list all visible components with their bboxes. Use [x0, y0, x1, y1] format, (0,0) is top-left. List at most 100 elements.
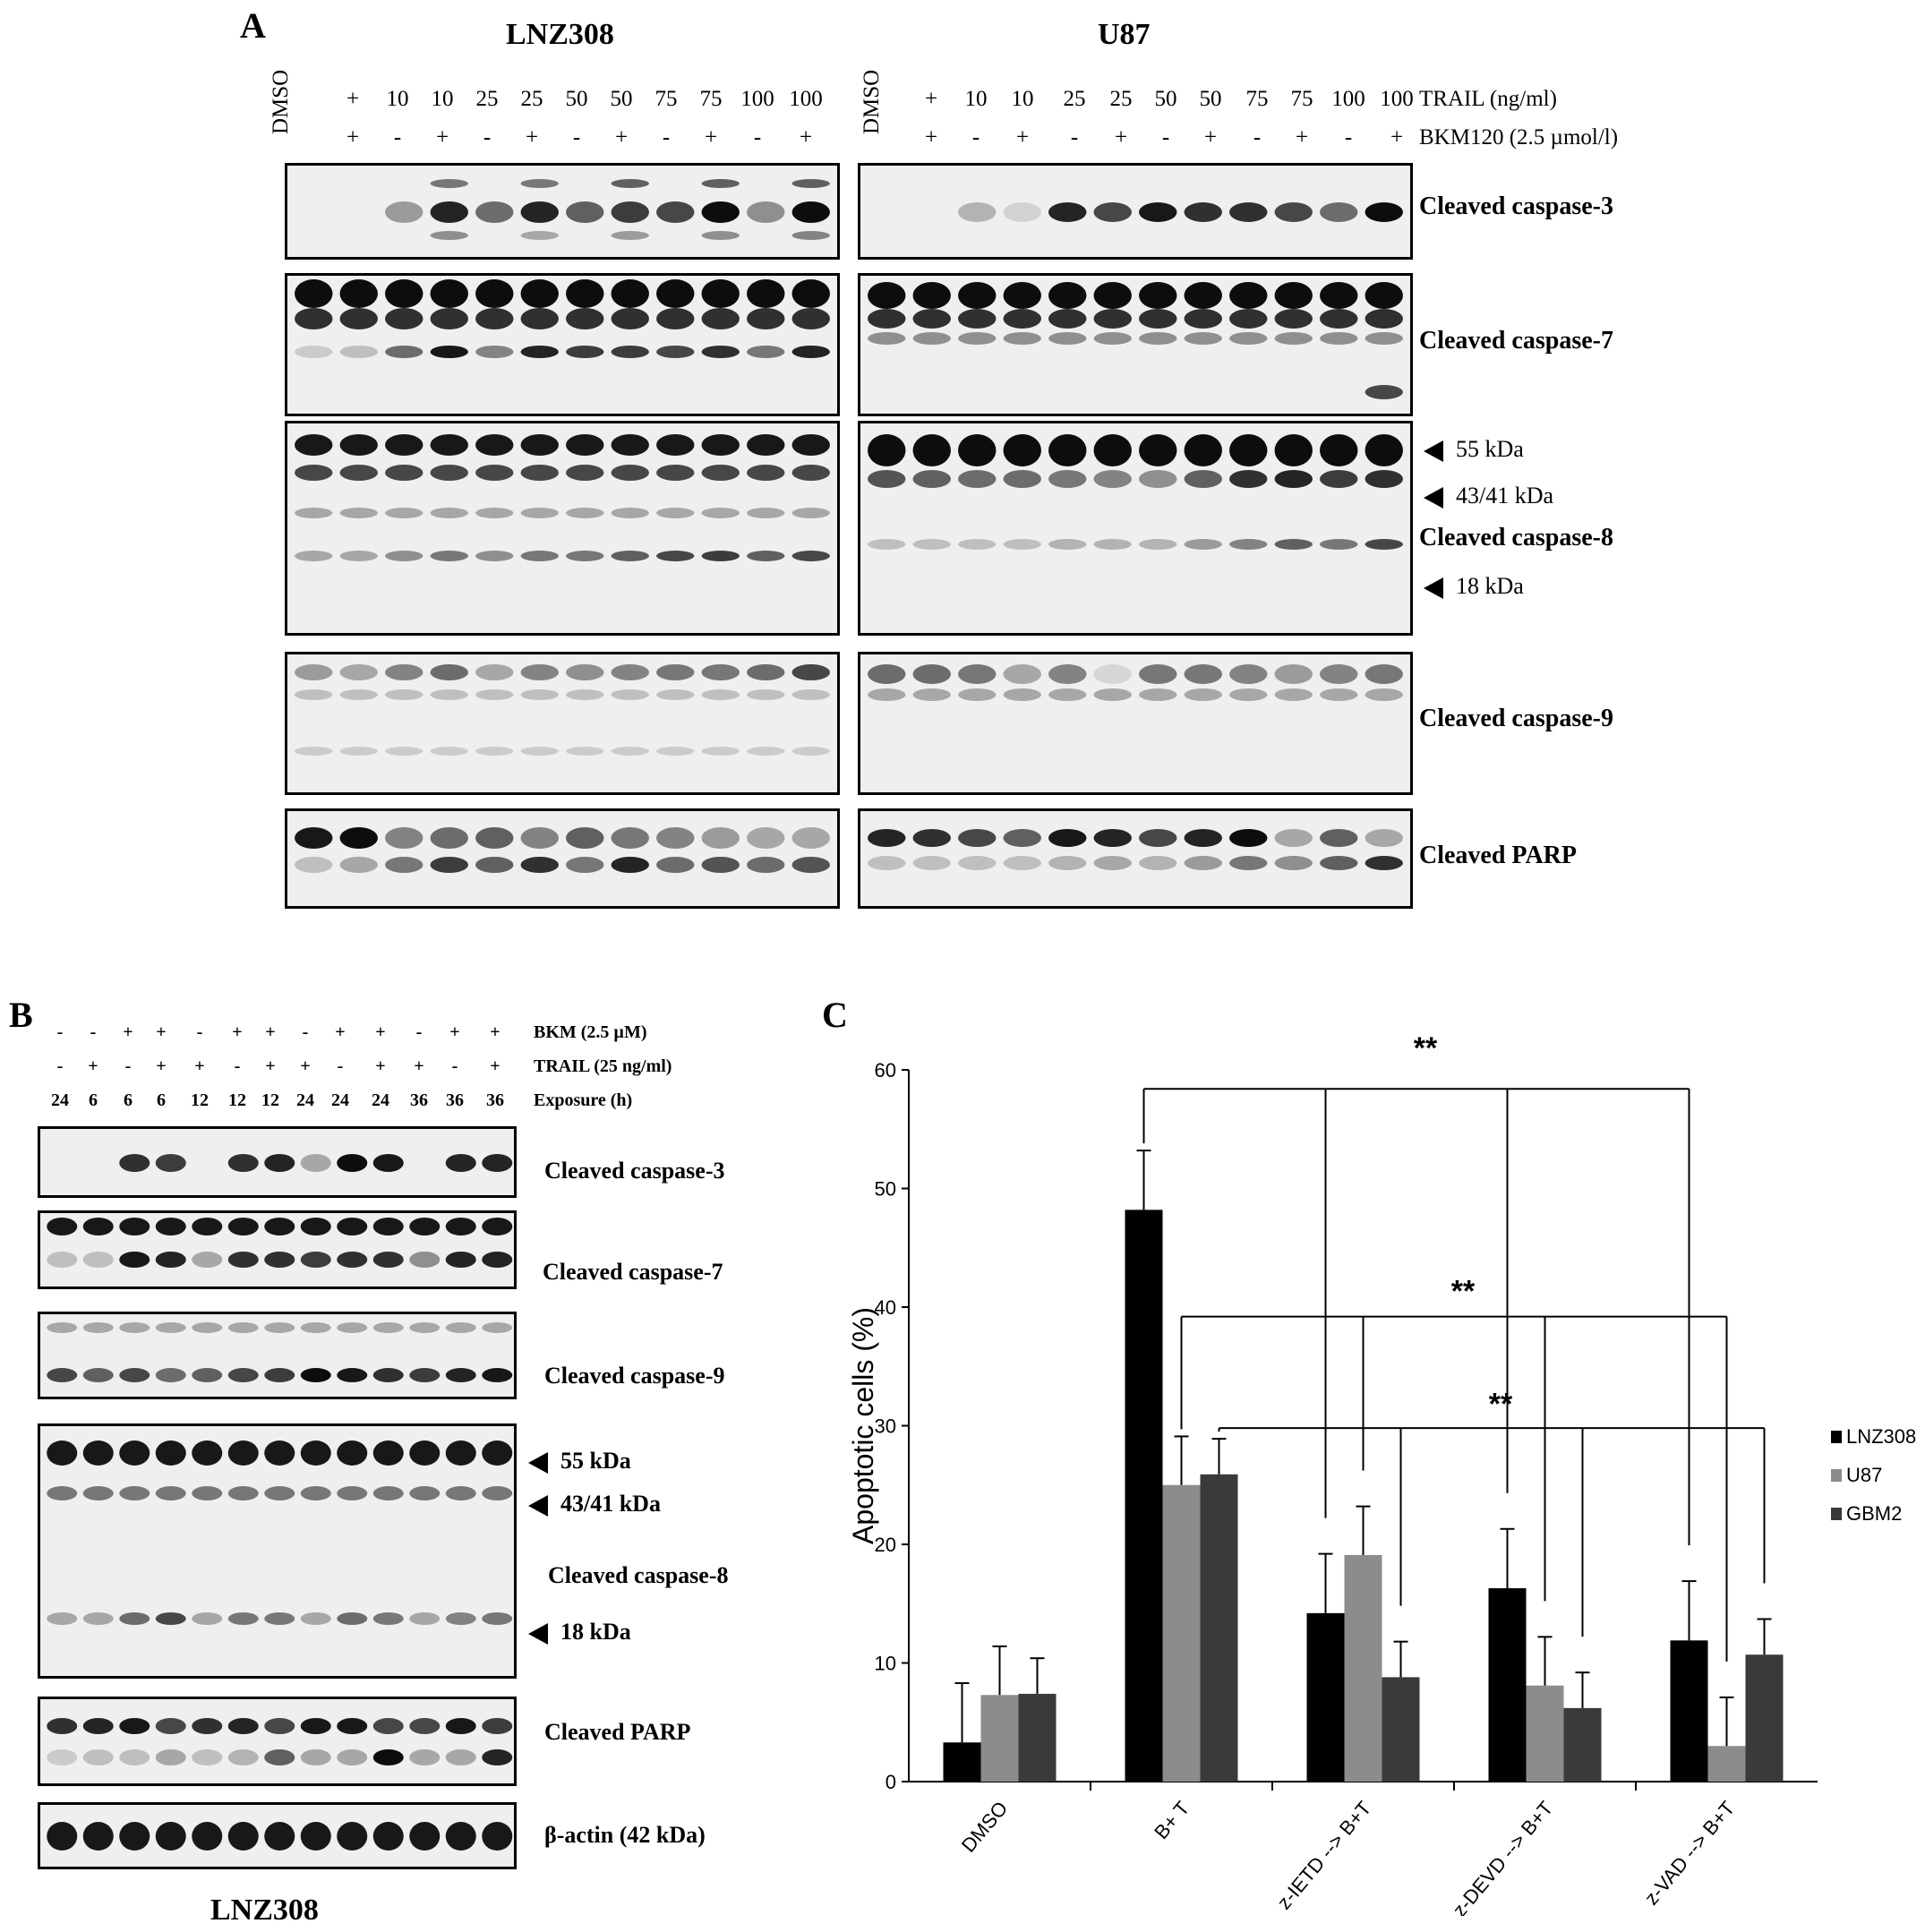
blot-band — [337, 1486, 368, 1500]
panel-a-left-parp-blot — [285, 808, 840, 909]
blot-background — [287, 654, 837, 792]
blot-band — [1229, 434, 1268, 466]
panel-a-left-bkm-7: - — [662, 125, 671, 150]
blot-band — [300, 1252, 331, 1268]
blot-band — [119, 1154, 150, 1172]
blot-band — [300, 1322, 331, 1333]
panel-b-exposure-10: 36 — [410, 1090, 428, 1110]
blot-band — [475, 551, 514, 561]
blot-band — [300, 1612, 331, 1625]
blot-band — [1048, 282, 1087, 309]
blot-band — [119, 1218, 150, 1235]
bar-LNZ308-1 — [1125, 1210, 1163, 1782]
panel-b-trail-10: + — [414, 1056, 424, 1076]
y-tick-label: 10 — [875, 1653, 896, 1675]
blot-band — [958, 664, 997, 684]
blot-band — [385, 551, 424, 561]
blot-band — [409, 1822, 441, 1851]
bar-U87-4 — [1707, 1746, 1746, 1782]
blot-band — [264, 1322, 295, 1333]
blot-band — [300, 1822, 331, 1851]
bar-U87-3 — [1526, 1685, 1564, 1782]
blot-band — [791, 201, 830, 223]
blot-band — [372, 1718, 404, 1734]
blot-band — [119, 1252, 150, 1268]
blot-band — [1365, 282, 1403, 309]
blot-band — [791, 747, 830, 756]
blot-band — [912, 664, 951, 684]
blot-band — [747, 551, 785, 561]
blot-band — [656, 664, 695, 680]
blot-band — [912, 856, 951, 870]
blot-band — [430, 827, 468, 849]
panel-a-left-title: LNZ308 — [506, 18, 614, 51]
blot-band — [1365, 385, 1403, 399]
blot-band — [82, 1252, 114, 1268]
legend-swatch-U87 — [1831, 1469, 1842, 1482]
blot-band — [566, 308, 604, 329]
x-tick-label: z-VAD --> B+T — [1640, 1797, 1740, 1909]
panel-a-right-caspase3-blot — [858, 163, 1413, 260]
panel-b-bkm-6: + — [265, 1022, 276, 1042]
blot-band — [155, 1822, 186, 1851]
blot-band — [82, 1322, 114, 1333]
blot-band — [566, 279, 604, 308]
panel-b-caspase8-blot — [38, 1423, 517, 1679]
blot-band — [1229, 664, 1268, 684]
blot-band — [295, 434, 333, 456]
blot-band — [791, 857, 830, 873]
blot-band — [385, 434, 424, 456]
panel-a-right-bkm-6: + — [1203, 125, 1218, 150]
blot-band — [155, 1749, 186, 1765]
y-tick-label: 60 — [875, 1059, 896, 1081]
blot-band — [372, 1218, 404, 1235]
blot-background — [287, 276, 837, 414]
blot-band — [1365, 309, 1403, 329]
blot-band — [520, 465, 559, 481]
blot-band — [339, 279, 378, 308]
blot-band — [611, 551, 649, 561]
blot-band — [868, 332, 906, 345]
blot-band — [475, 508, 514, 518]
blot-band — [566, 201, 604, 223]
y-axis-label: Apoptotic cells (%) — [847, 1307, 879, 1544]
blot-band — [385, 664, 424, 680]
panel-a-right-trail-3: 25 — [1063, 87, 1086, 111]
panel-b-exposure-3: 6 — [157, 1090, 166, 1110]
blot-band — [192, 1368, 223, 1382]
blot-band — [520, 201, 559, 223]
blot-band — [1048, 332, 1087, 345]
blot-band — [482, 1440, 513, 1466]
blot-band — [1229, 539, 1268, 550]
blot-band — [791, 279, 830, 308]
panel-b-trail-8: - — [337, 1056, 344, 1076]
blot-band — [912, 332, 951, 345]
blot-band — [482, 1252, 513, 1268]
panel-b-caspase7-blot — [38, 1210, 517, 1289]
blot-band — [339, 346, 378, 358]
panel-a-row-label-parp: Cleaved PARP — [1419, 842, 1577, 869]
blot-band — [520, 231, 559, 240]
blot-band — [1229, 282, 1268, 309]
blot-band — [1184, 434, 1222, 466]
blot-band — [1274, 332, 1313, 345]
arrow-left-icon — [1424, 577, 1443, 600]
blot-band — [1320, 664, 1358, 684]
bar-U87-0 — [980, 1695, 1019, 1782]
blot-band — [227, 1322, 259, 1333]
y-tick-label: 0 — [886, 1771, 896, 1793]
blot-band — [409, 1252, 441, 1268]
panel-a-right-parp-blot — [858, 808, 1413, 909]
panel-a-right-caspase7-blot — [858, 273, 1413, 416]
blot-band — [445, 1440, 476, 1466]
legend-label-GBM2: GBM2 — [1846, 1502, 1902, 1525]
blot-band — [1320, 688, 1358, 701]
blot-band — [409, 1322, 441, 1333]
blot-band — [701, 689, 740, 700]
panel-b-trail-11: - — [451, 1056, 458, 1076]
blot-band — [385, 201, 424, 223]
blot-band — [409, 1612, 441, 1625]
blot-band — [430, 664, 468, 680]
blot-band — [155, 1322, 186, 1333]
blot-band — [701, 857, 740, 873]
